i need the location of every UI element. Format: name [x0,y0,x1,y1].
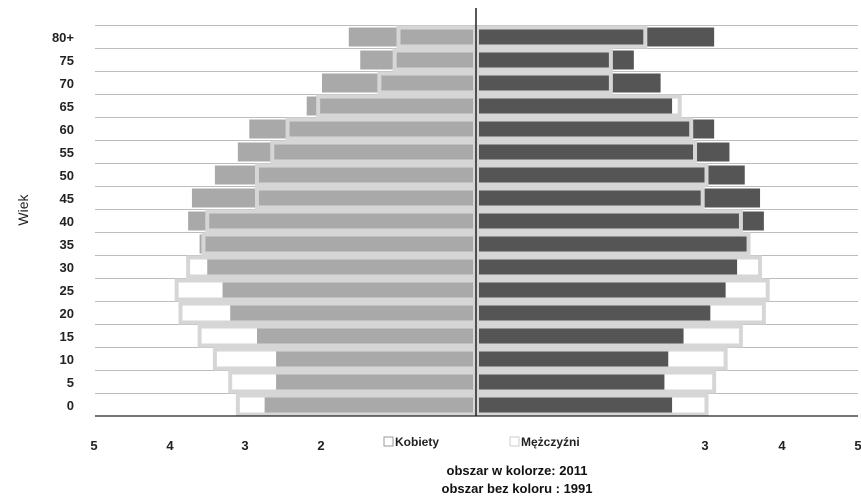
bar-men-1991-30 [475,255,763,279]
bar-women-2011-50 [214,165,475,185]
bar-men-1991-45 [475,186,705,210]
bars-1991 [174,25,770,417]
bar-women-2011-25 [222,280,475,300]
legend-label-men: Mężczyźni [521,435,580,449]
bar-men-2011-75 [477,50,634,70]
y-tick-labels: 0 5 10 15 20 25 30 35 40 45 50 55 60 65 70 75 80+ [52,30,74,413]
bar-men-2011-35 [477,234,749,254]
bar-men-2011-5 [477,372,665,392]
bar-men-2011-30 [477,257,738,277]
bars-2011 [188,27,764,415]
y-tick-50: 50 [60,168,74,183]
bar-women-2011-5 [276,372,475,392]
bar-women-1991-15 [197,324,477,348]
bar-women-2011-65 [306,96,475,116]
bar-men-1991-80+ [475,25,648,49]
bar-women-2011-45 [191,188,475,208]
legend: Kobiety Mężczyźni [383,435,580,449]
x-tick-left-5: 5 [90,438,97,453]
bar-men-1991-70 [475,71,613,95]
bar-men-2011-55 [477,142,730,162]
y-tick-55: 55 [60,145,74,160]
y-tick-15: 15 [60,329,74,344]
y-tick-0: 0 [67,398,74,413]
bar-men-2011-20 [477,303,711,323]
bar-men-2011-50 [477,165,745,185]
bar-men-2011-0 [477,395,673,415]
x-tick-labels: 5 4 3 2 3 4 5 [90,438,861,453]
bar-women-2011-30 [207,257,475,277]
bar-women-2011-75 [360,50,475,70]
legend-label-women: Kobiety [395,435,439,449]
x-tick-left-2: 2 [317,438,324,453]
bar-women-2011-70 [322,73,475,93]
y-tick-80+: 80+ [52,30,74,45]
bar-men-2011-70 [477,73,661,93]
bar-women-1991-30 [186,255,477,279]
bar-men-1991-50 [475,163,709,187]
y-axis-title: Wiek [15,193,31,225]
bar-men-2011-65 [477,96,673,116]
legend-swatch-men [509,436,520,447]
x-tick-right-5: 5 [854,438,861,453]
bar-men-1991-75 [475,48,613,72]
bar-women-1991-45 [254,186,477,210]
bar-men-1991-60 [475,117,694,141]
bar-women-2011-10 [276,349,475,369]
bar-women-1991-55 [270,140,477,164]
bar-women-2011-0 [264,395,475,415]
bar-men-1991-10 [475,347,728,371]
axes [95,8,858,417]
bar-women-2011-60 [249,119,475,139]
bar-men-1991-35 [475,232,751,256]
bar-men-1991-25 [475,278,770,302]
bar-men-2011-80+ [477,27,715,47]
bar-men-1991-5 [475,370,717,394]
bar-men-1991-40 [475,209,743,233]
y-tick-60: 60 [60,122,74,137]
y-tick-35: 35 [60,237,74,252]
y-tick-45: 45 [60,191,74,206]
y-tick-10: 10 [60,352,74,367]
bar-men-1991-20 [475,301,766,325]
note-colored-2011: obszar w kolorze: 2011 [447,463,588,478]
bar-women-2011-80+ [348,27,475,47]
bar-men-2011-40 [477,211,764,231]
y-tick-40: 40 [60,214,74,229]
bar-men-2011-45 [477,188,761,208]
y-tick-5: 5 [67,375,74,390]
y-tick-70: 70 [60,76,74,91]
bar-women-2011-40 [188,211,475,231]
bar-men-2011-15 [477,326,684,346]
bar-men-1991-65 [475,94,682,118]
y-tick-25: 25 [60,283,74,298]
bar-men-2011-10 [477,349,669,369]
x-tick-right-4: 4 [778,438,786,453]
note-outline-1991: obszar bez koloru : 1991 [442,481,593,496]
bar-women-1991-40 [205,209,477,233]
bar-men-1991-15 [475,324,743,348]
y-tick-30: 30 [60,260,74,275]
x-tick-left-4: 4 [166,438,174,453]
x-tick-right-3: 3 [701,438,708,453]
bar-men-1991-0 [475,393,709,417]
bar-women-2011-55 [237,142,475,162]
y-tick-65: 65 [60,99,74,114]
bar-women-2011-15 [256,326,475,346]
bar-women-2011-35 [199,234,475,254]
bar-women-1991-5 [228,370,477,394]
legend-swatch-women [383,436,394,447]
y-tick-20: 20 [60,306,74,321]
x-tick-left-3: 3 [241,438,248,453]
bar-men-2011-60 [477,119,715,139]
bar-women-2011-20 [230,303,475,323]
bar-men-2011-25 [477,280,726,300]
y-tick-75: 75 [60,53,74,68]
bar-women-1991-80+ [396,25,477,49]
bar-men-1991-55 [475,140,698,164]
